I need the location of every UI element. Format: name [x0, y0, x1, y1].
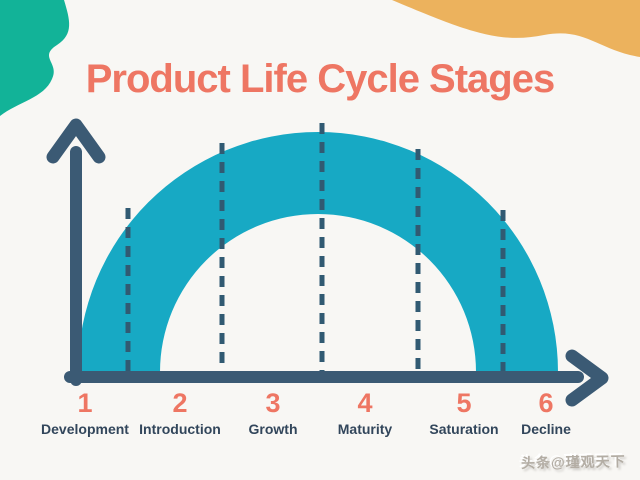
stage-label: Introduction [139, 421, 221, 437]
stage-number: 6 [538, 388, 554, 418]
stage-label: Growth [248, 421, 298, 437]
stage-column-growth: 3 Growth [248, 388, 298, 438]
stage-column-decline: 6 Decline [521, 388, 571, 438]
stage-column-introduction: 2 Introduction [139, 388, 221, 438]
y-axis-arrow-icon [46, 118, 106, 164]
watermark: 头条@瑾观天下 [521, 453, 627, 471]
stage-label: Saturation [429, 421, 499, 437]
stage-label: Maturity [337, 421, 393, 437]
stage-label: Decline [521, 421, 571, 437]
x-axis-arrow-icon [565, 349, 609, 407]
lifecycle-arch [78, 132, 558, 372]
stage-column-development: 1 Development [41, 388, 129, 438]
stage-column-maturity: 4 Maturity [337, 388, 393, 438]
stage-number: 4 [357, 388, 373, 418]
stage-number: 3 [265, 388, 281, 418]
decorative-blob-top-right-icon [392, 0, 640, 57]
stage-number: 1 [77, 388, 93, 418]
stage-number: 5 [456, 388, 472, 418]
stage-number: 2 [172, 388, 188, 418]
stage-column-saturation: 5 Saturation [429, 388, 499, 438]
stage-label: Development [41, 421, 129, 437]
page-title: Product Life Cycle Stages [85, 56, 555, 101]
decorative-blob-top-left-icon [0, 0, 70, 116]
